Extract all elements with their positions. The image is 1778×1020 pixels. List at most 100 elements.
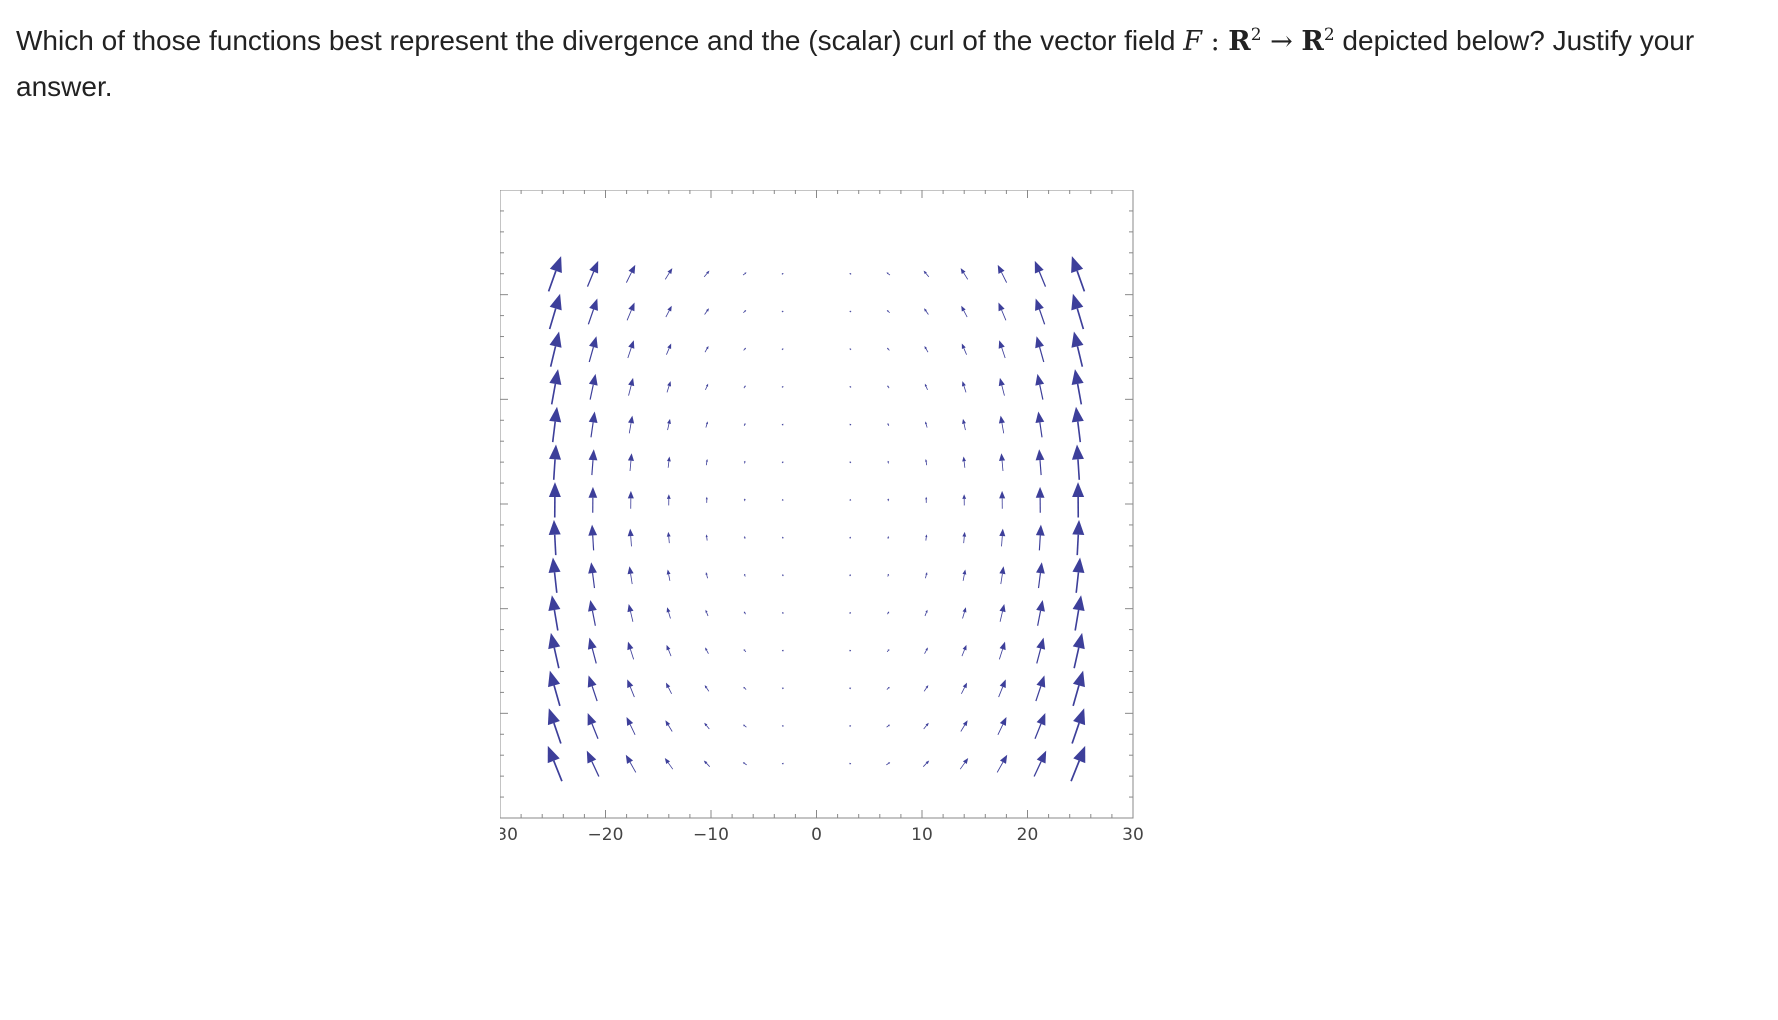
vector-arrow — [667, 418, 671, 431]
vector-arrow — [588, 336, 598, 363]
vector-arrow — [886, 272, 891, 276]
vector-arrow — [665, 305, 672, 318]
vector-arrow — [1072, 519, 1085, 556]
vector-arrow — [1036, 637, 1046, 664]
vector-arrow — [923, 270, 930, 278]
vector-arrow — [665, 720, 673, 732]
vector-arrow — [781, 386, 784, 388]
vector-arrow — [705, 572, 708, 579]
vector-arrow — [924, 609, 928, 617]
vector-arrow — [743, 423, 746, 426]
vector-arrow — [1035, 449, 1045, 476]
vector-arrow — [627, 453, 634, 472]
vector-arrow — [666, 531, 671, 544]
vector-arrow — [1036, 599, 1045, 626]
x-tick-label: 30 — [1122, 825, 1144, 845]
vector-arrow — [1035, 411, 1045, 438]
vector-arrow — [1034, 260, 1047, 287]
vector-arrow — [704, 308, 709, 315]
vector-arrow — [962, 456, 967, 468]
vector-arrow — [627, 340, 635, 359]
vector-arrow — [1035, 486, 1045, 513]
vector-arrow — [998, 641, 1006, 660]
vector-arrow — [705, 383, 709, 391]
vector-arrow — [587, 713, 599, 740]
vector-arrow — [849, 649, 852, 652]
vector-arrow — [999, 566, 1006, 585]
vector-arrow — [742, 272, 747, 276]
vector-arrow — [705, 647, 709, 654]
vector-arrow — [743, 385, 746, 389]
vector-arrow — [705, 496, 708, 503]
vector-arrow — [1072, 670, 1085, 707]
vector-arrow — [998, 679, 1006, 698]
vector-arrow — [743, 347, 746, 351]
vector-arrow — [781, 536, 784, 539]
vector-arrow — [1036, 562, 1045, 589]
vector-arrow — [1071, 406, 1084, 443]
vector-arrow — [962, 418, 966, 431]
vector-arrow — [626, 717, 636, 735]
vector-arrow — [627, 528, 634, 547]
vector-arrow — [547, 745, 563, 782]
vector-arrow — [1035, 373, 1045, 400]
vector-arrow — [666, 494, 671, 506]
vector-arrow — [781, 649, 784, 652]
vector-arrow — [849, 423, 852, 426]
vector-arrow — [1072, 557, 1085, 593]
vector-arrow — [925, 496, 928, 503]
vector-arrow — [587, 637, 597, 664]
vector-arrow — [666, 644, 672, 657]
vector-arrow — [960, 720, 968, 732]
vector-arrow — [961, 682, 968, 695]
vector-arrow — [666, 343, 672, 355]
vector-arrow — [997, 264, 1008, 283]
vector-arrow — [705, 459, 708, 466]
vector-arrow — [548, 557, 561, 593]
vector-arrow — [923, 722, 929, 730]
vector-arrow — [1035, 675, 1046, 702]
vector-arrow — [549, 406, 562, 443]
vector-arrow — [781, 461, 784, 464]
vector-arrow — [962, 607, 967, 619]
vector-arrow — [925, 459, 928, 466]
plot-frame — [500, 190, 1134, 819]
vector-arrow — [1072, 482, 1085, 518]
vector-arrow — [548, 519, 561, 556]
vector-arrow — [923, 685, 929, 692]
vector-arrow — [1034, 713, 1046, 740]
question-text-after: depicted below? Justify your answer. — [16, 25, 1695, 102]
vector-arrow — [961, 644, 967, 657]
vector-arrow — [849, 310, 852, 313]
vector-arrow — [1035, 336, 1045, 363]
vector-arrow — [1071, 444, 1084, 480]
vector-arrow — [887, 347, 890, 351]
vector-arrow — [547, 256, 562, 292]
vector-arrow — [886, 310, 890, 314]
vector-arrow — [625, 264, 636, 283]
x-tick-label: −20 — [588, 825, 624, 845]
vector-arrow — [924, 345, 929, 353]
vector-arrow — [886, 762, 891, 766]
vector-arrow — [587, 298, 598, 325]
vector-arrow — [588, 373, 598, 400]
vector-arrow — [666, 456, 671, 468]
vector-arrow — [587, 675, 598, 702]
vector-arrow — [886, 724, 890, 728]
vector-arrows — [547, 256, 1086, 782]
vector-arrow — [627, 641, 635, 660]
vector-arrow — [925, 421, 928, 428]
vector-arrow — [782, 574, 784, 577]
vector-arrow — [1035, 524, 1045, 551]
vector-arrow — [998, 415, 1005, 434]
vector-arrow — [781, 725, 784, 728]
vector-arrow — [548, 670, 561, 707]
vector-arrow — [743, 724, 747, 728]
vector-arrow — [849, 536, 852, 539]
math-colon: : — [1202, 26, 1229, 57]
vector-arrow — [962, 569, 967, 581]
vector-arrow — [666, 569, 671, 581]
vector-arrow — [962, 494, 967, 506]
